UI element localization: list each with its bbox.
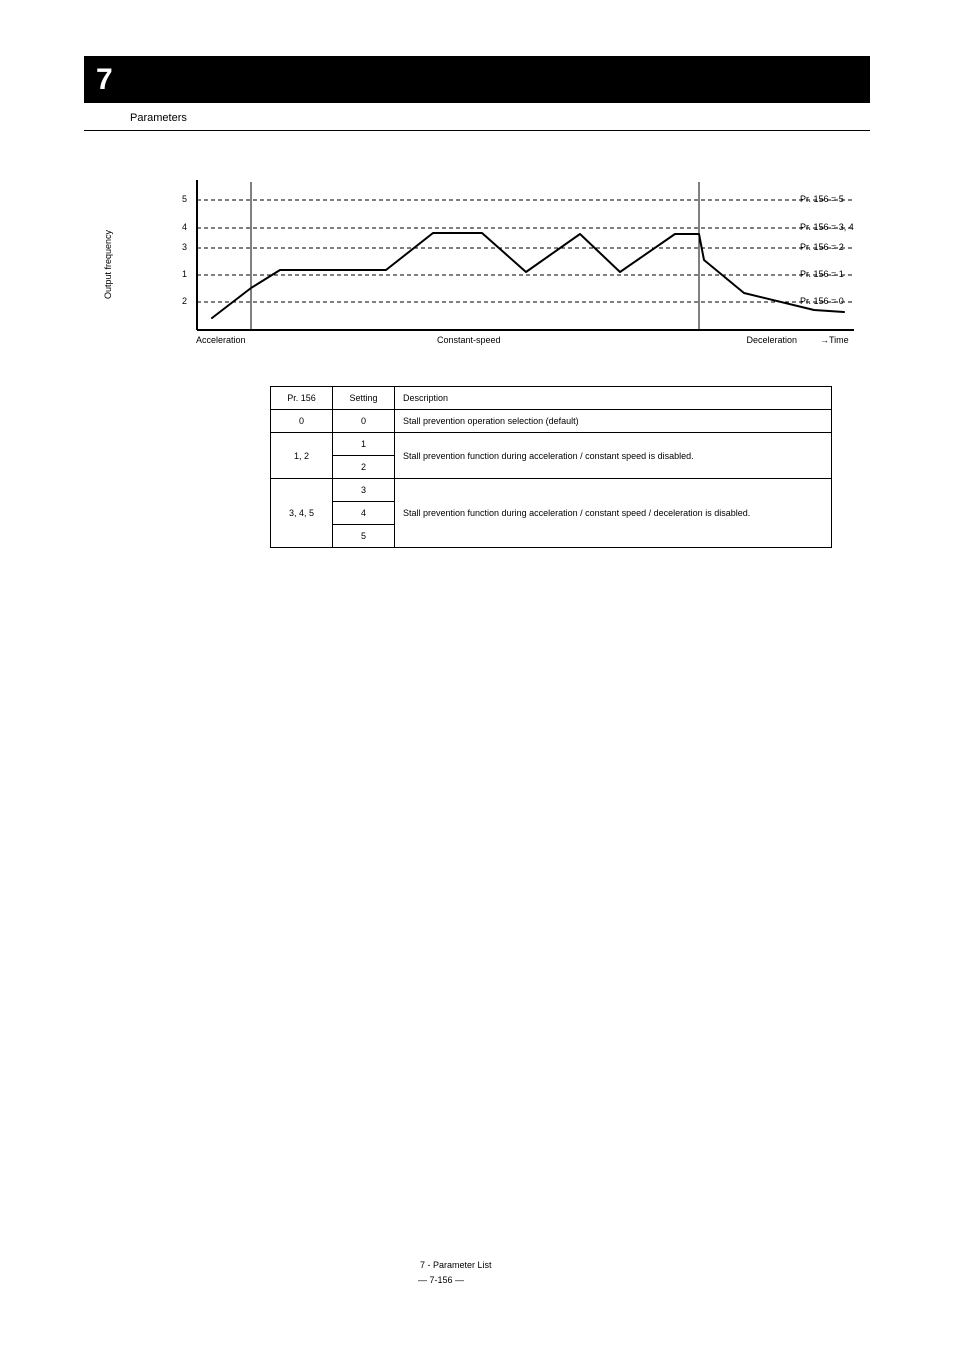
- chart-svg: [84, 170, 870, 360]
- chart-label: 5: [182, 195, 187, 204]
- table-cell: 3, 4, 5: [271, 479, 333, 548]
- table-header: Setting: [333, 387, 395, 410]
- chart-label: Output frequency: [104, 230, 113, 299]
- table-cell: Stall prevention operation selection (de…: [395, 410, 832, 433]
- table-cell: 3: [333, 479, 395, 502]
- page-root: 7 Parameters 2 Pr. 156 = 0 1 Pr. 156 = 1 3 Pr…: [0, 0, 954, 1351]
- table-cell: 1, 2: [271, 433, 333, 479]
- pr156-table-wrap: Pr. 156SettingDescription00Stall prevent…: [270, 386, 832, 548]
- pr156-table: Pr. 156SettingDescription00Stall prevent…: [270, 386, 832, 548]
- chart-label: Pr. 156 = 3, 4: [800, 223, 854, 232]
- table-cell: Stall prevention function during acceler…: [395, 433, 832, 479]
- chart-label: Pr. 156 = 5: [800, 195, 844, 204]
- table-header: Pr. 156: [271, 387, 333, 410]
- chart-label: Acceleration: [196, 336, 246, 345]
- chart-label: 3: [182, 243, 187, 252]
- header-underline: [84, 130, 870, 131]
- table-cell: 0: [333, 410, 395, 433]
- table-cell: 1: [333, 433, 395, 456]
- table-cell: 2: [333, 456, 395, 479]
- table-cell: 5: [333, 525, 395, 548]
- section-header-bar: 7: [84, 56, 870, 103]
- chart-label: Pr. 156 = 1: [800, 270, 844, 279]
- stall-prevention-chart: 2 Pr. 156 = 0 1 Pr. 156 = 1 3 Pr. 156 = 2 4 Pr.…: [84, 170, 870, 360]
- table-header: Description: [395, 387, 832, 410]
- chart-label: Deceleration: [747, 336, 798, 345]
- section-number: 7: [84, 56, 113, 103]
- table-cell: Stall prevention function during acceler…: [395, 479, 832, 548]
- chart-label: →Time: [820, 336, 849, 345]
- chart-label: 4: [182, 223, 187, 232]
- chart-label: 1: [182, 270, 187, 279]
- table-cell: 4: [333, 502, 395, 525]
- chart-label: Pr. 156 = 2: [800, 243, 844, 252]
- section-subtitle: Parameters: [130, 112, 187, 124]
- table-cell: 0: [271, 410, 333, 433]
- chart-label: Constant-speed: [437, 336, 501, 345]
- chart-label: Pr. 156 = 0: [800, 297, 844, 306]
- footer-line1: 7 - Parameter List: [420, 1260, 492, 1270]
- chart-label: 2: [182, 297, 187, 306]
- footer-line2: — 7-156 —: [418, 1275, 464, 1285]
